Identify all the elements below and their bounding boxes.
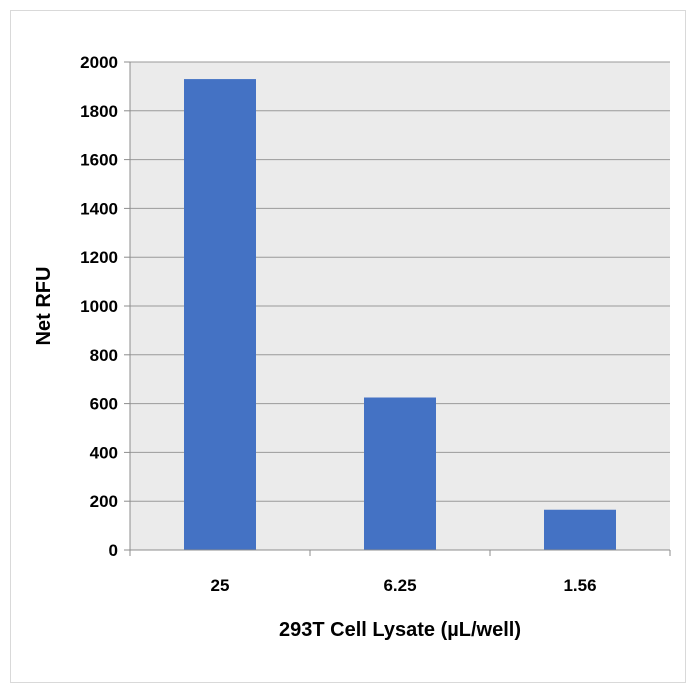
y-axis-title: Net RFU [33,267,55,346]
y-tick-label: 1400 [80,199,118,218]
x-tick-label: 25 [211,576,230,595]
y-tick-label: 1600 [80,151,118,170]
y-tick-label: 600 [90,395,118,414]
y-tick-labels: 0 200 400 600 800 1000 1200 1400 1600 1800 2000 [80,53,118,560]
y-tick-label: 2000 [80,53,118,72]
y-tick-label: 1200 [80,248,118,267]
y-tick-label: 800 [90,346,118,365]
x-tick-labels: 25 6.25 1.56 [211,576,597,595]
x-tick-label: 1.56 [563,576,596,595]
y-tick-label: 1800 [80,102,118,121]
x-axis-title: 293T Cell Lysate (µL/well) [279,619,521,641]
bars [184,79,616,550]
y-tick-label: 200 [90,492,118,511]
y-tick-label: 1000 [80,297,118,316]
x-tick-label: 6.25 [383,576,416,595]
bar-1.56 [544,509,616,550]
y-tick-label: 0 [109,541,118,560]
axes [124,61,671,556]
bar-25 [184,79,256,550]
y-tick-label: 400 [90,443,118,462]
bar-6.25 [364,397,436,550]
